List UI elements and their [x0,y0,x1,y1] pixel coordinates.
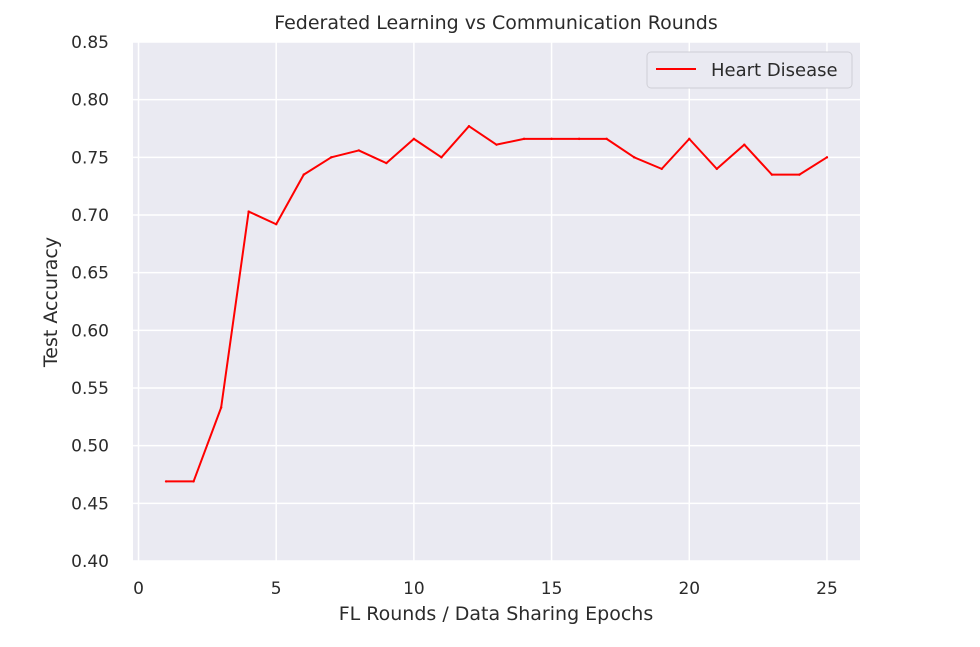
data-point [357,149,361,152]
data-point [577,137,581,141]
data-point [798,173,801,176]
grid-lines [133,41,860,562]
x-tick-label: 25 [816,579,838,599]
x-tick-label: 15 [541,579,563,599]
legend: Heart Disease [646,51,853,89]
data-point [715,167,719,171]
y-tick-label: 0.55 [71,379,109,399]
data-point [467,124,471,128]
y-tick-label: 0.70 [71,206,109,226]
data-point [440,156,443,159]
series-layer [164,124,829,483]
x-tick-label: 0 [133,579,144,599]
x-tick-label: 5 [271,579,282,599]
plot-area [133,42,860,561]
data-point [330,156,333,159]
data-point [164,480,168,483]
data-point [274,223,278,226]
data-point [632,156,636,159]
data-point [495,143,498,146]
y-tick-label: 0.45 [71,494,109,514]
data-point [219,406,223,409]
data-point [192,480,195,483]
x-tick-label: 10 [403,579,425,599]
data-point [522,137,526,141]
x-axis-label: FL Rounds / Data Sharing Epochs [339,603,654,625]
y-tick-label: 0.50 [71,437,109,457]
data-point [743,143,746,146]
y-tick-label: 0.80 [71,91,109,111]
data-point [412,137,416,141]
data-point [605,137,608,141]
data-point [247,210,250,213]
legend-label: Heart Disease [711,60,838,81]
legend-box [646,51,853,89]
chart-title: Federated Learning vs Communication Roun… [274,12,718,34]
y-tick-label: 0.60 [71,321,109,341]
y-axis-label: Test Accuracy [40,237,62,368]
data-point [825,156,829,159]
y-tick-label: 0.85 [71,33,109,53]
data-point [660,167,663,171]
y-tick-label: 0.65 [71,264,109,284]
data-point [385,161,388,165]
x-tick-labels: 0 5 10 15 20 25 [133,579,838,599]
y-tick-labels: 0.40 0.45 0.50 0.55 0.60 0.65 0.70 0.75 0.80 0.85 [71,33,109,572]
data-point [688,137,691,141]
x-tick-label: 20 [678,579,700,599]
data-point [550,137,553,141]
y-tick-label: 0.40 [71,552,109,572]
data-point [302,173,305,176]
y-tick-label: 0.75 [71,148,109,168]
data-point [770,173,774,176]
